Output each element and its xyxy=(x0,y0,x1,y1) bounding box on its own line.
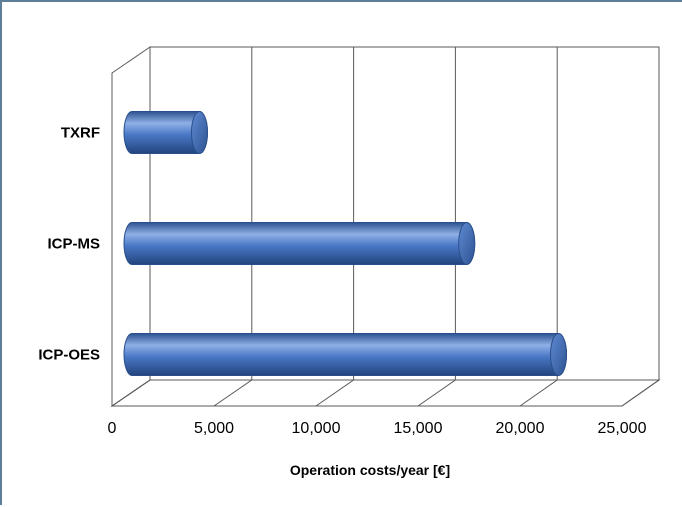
x-tick-label-20000: 20,000 xyxy=(496,420,545,437)
category-label-icp-ms: ICP-MS xyxy=(48,236,101,253)
x-tick-labels: 0 5,000 10,000 15,000 20,000 25,000 xyxy=(108,420,647,437)
floor-line-5000 xyxy=(213,379,253,407)
bar-body-icp-oes xyxy=(123,333,568,376)
bar-icp-oes xyxy=(123,333,568,376)
floor-line-0 xyxy=(111,379,151,407)
floor-line-15000 xyxy=(417,379,456,407)
bars-group xyxy=(123,111,568,376)
x-axis-title: Operation costs/year [€] xyxy=(290,462,450,478)
bar-cap-txrf xyxy=(190,111,208,154)
x-tick-label-0: 0 xyxy=(108,420,117,437)
x-tick-label-25000: 25,000 xyxy=(598,420,647,437)
category-label-icp-oes: ICP-OES xyxy=(38,347,100,364)
floor-line-10000 xyxy=(315,379,354,407)
category-label-txrf: TXRF xyxy=(61,125,100,142)
x-tick-label-5000: 5,000 xyxy=(194,420,234,437)
floor-line-25000 xyxy=(621,379,660,407)
bar-cap-icp-oes xyxy=(550,333,568,376)
x-tick-label-15000: 15,000 xyxy=(394,420,443,437)
category-labels: TXRF ICP-MS ICP-OES xyxy=(38,125,100,364)
back-wall xyxy=(149,46,660,381)
x-tick-label-10000: 10,000 xyxy=(292,420,341,437)
plot-walls xyxy=(110,46,661,407)
bar-txrf xyxy=(123,111,208,154)
bar-body-icp-ms xyxy=(123,222,476,265)
bar-cap-icp-ms xyxy=(458,222,476,265)
floor-line-20000 xyxy=(519,379,558,407)
bar-icp-ms xyxy=(123,222,476,265)
floor xyxy=(110,379,661,407)
